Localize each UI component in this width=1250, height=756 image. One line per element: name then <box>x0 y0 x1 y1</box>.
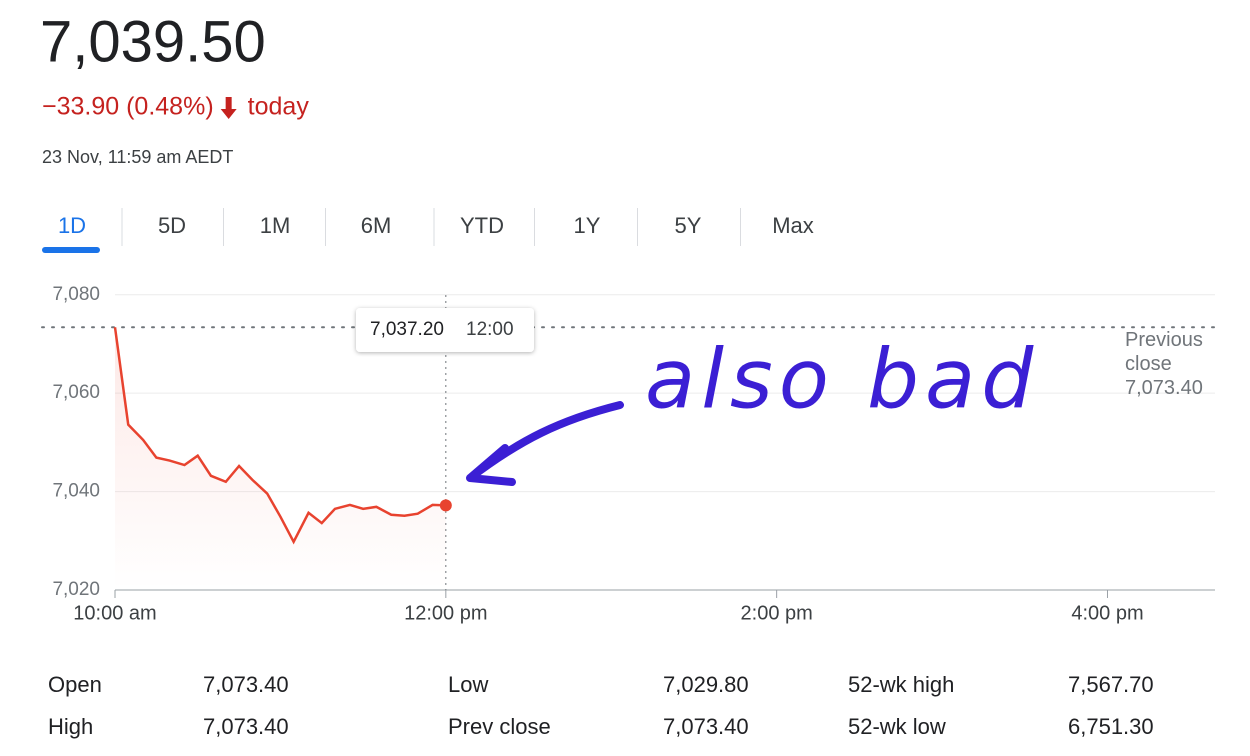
down-arrow <box>220 97 237 119</box>
stat-label: Prev close <box>448 714 551 739</box>
stat-label: High <box>48 714 93 739</box>
x-tick-label: 2:00 pm <box>741 602 813 624</box>
range-tab[interactable]: Max <box>772 213 814 238</box>
previous-close-value: 7,073.40 <box>1125 377 1203 399</box>
previous-close-title: Previous close <box>1125 329 1203 375</box>
range-tab[interactable]: 5Y <box>675 213 702 238</box>
previous-close-label: Previous close 7,073.40 <box>1125 328 1220 400</box>
price-line <box>113 327 446 545</box>
y-tick-label: 7,080 <box>52 284 100 305</box>
stat-label: 52-wk low <box>848 714 946 739</box>
x-tick-label: 4:00 pm <box>1071 602 1143 624</box>
y-tick-label: 7,060 <box>52 382 100 403</box>
stat-value: 7,073.40 <box>663 714 749 739</box>
stat-value: 6,751.30 <box>1068 714 1154 739</box>
range-tab[interactable]: 1D <box>58 213 86 238</box>
stat-value: 7,029.80 <box>663 672 749 697</box>
stat-label: 52-wk high <box>848 672 954 697</box>
stat-value: 7,073.40 <box>203 714 289 739</box>
x-tick-label: 12:00 pm <box>404 602 487 624</box>
x-tick-label: 10:00 am <box>73 602 156 624</box>
tooltip-value: 7,037.20 <box>370 319 444 340</box>
stat-label: Low <box>448 672 488 697</box>
y-tick-label: 7,020 <box>52 579 100 600</box>
tooltip-box <box>356 308 534 352</box>
stat-label: Open <box>48 672 102 697</box>
range-tab[interactable]: 5D <box>158 213 186 238</box>
active-tab-indicator <box>42 247 100 253</box>
stat-value: 7,073.40 <box>203 672 289 697</box>
annotation: also bad <box>645 332 1039 427</box>
last-point <box>439 499 452 512</box>
change-period: today <box>248 93 310 121</box>
range-tab[interactable]: 1M <box>260 213 291 238</box>
annotation-arrow <box>466 401 624 486</box>
price-area <box>115 327 446 590</box>
stat-value: 7,567.70 <box>1068 672 1154 697</box>
timestamp: 23 Nov, 11:59 am AEDT <box>42 147 233 167</box>
range-tab[interactable]: 6M <box>361 213 392 238</box>
range-tab[interactable]: YTD <box>460 213 504 238</box>
price: 7,039.50 <box>40 9 266 74</box>
range-tab[interactable]: 1Y <box>574 213 601 238</box>
y-tick-label: 7,040 <box>52 481 100 502</box>
change: −33.90 (0.48%) <box>42 93 214 121</box>
tooltip-time: 12:00 <box>466 319 514 340</box>
